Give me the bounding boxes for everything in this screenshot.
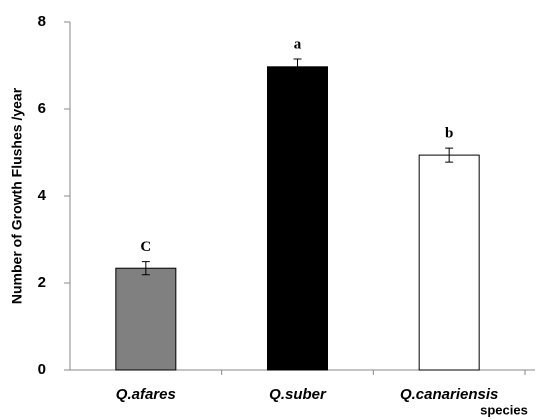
annotation: a (294, 36, 302, 52)
x-tick-label: Q.afares (116, 386, 176, 403)
error-bar (141, 261, 150, 276)
x-tick-label: Q.canariensis (400, 386, 498, 403)
bar (267, 66, 328, 371)
y-tick-label: 2 (38, 274, 46, 291)
y-tick-label: 6 (38, 100, 46, 117)
error-bar (293, 58, 302, 76)
x-tick-label: Q.suber (269, 386, 327, 403)
error-bar (445, 147, 454, 163)
bar (115, 267, 177, 371)
y-tick-label: 8 (38, 13, 46, 30)
y-axis-title: Number of Growth Flushes /year (9, 87, 25, 304)
annotation: b (445, 126, 453, 142)
y-tick-label: 4 (38, 187, 47, 204)
annotation: C (140, 239, 151, 255)
y-tick-label: 0 (38, 361, 46, 378)
bar (418, 154, 480, 371)
x-axis-title: species (480, 402, 528, 417)
